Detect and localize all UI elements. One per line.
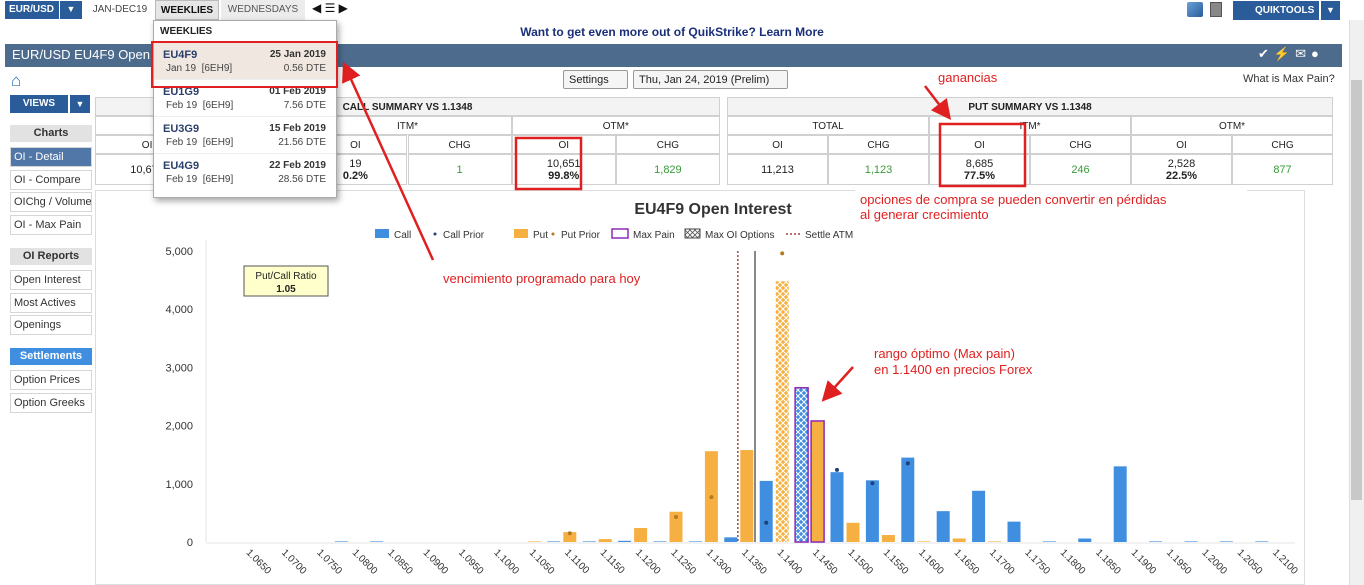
days-to-expiry: 28.56 DTE	[278, 174, 326, 185]
days-to-expiry: 0.56 DTE	[283, 63, 326, 74]
days-to-expiry: 7.56 DTE	[283, 100, 326, 111]
tools-button[interactable]: QUIKTOOLS	[1233, 1, 1319, 20]
summary-group: OTM*	[511, 116, 720, 135]
tab[interactable]: WEEKLIES	[155, 0, 219, 20]
cell-value: 2,528	[1167, 158, 1196, 170]
summary-title: PUT SUMMARY VS 1.1348	[727, 97, 1333, 116]
summary-group: ITM*	[929, 116, 1131, 135]
panel-title: EUR/USD EU4F9 Open	[12, 47, 150, 62]
highlight-box	[151, 41, 338, 88]
summary-cell: 1,829	[615, 154, 720, 185]
sidebar-section: OI Reports	[10, 248, 92, 265]
summary-column: OI	[1131, 135, 1232, 154]
summary-cell: 1,123	[828, 154, 929, 185]
summary-group: TOTAL	[727, 116, 929, 135]
panel-icons[interactable]: ✔⚡✉●	[1258, 46, 1324, 61]
tab[interactable]: WEDNESDAYS	[221, 0, 305, 20]
panel-bar	[5, 44, 1342, 67]
cell-percent: 77.5%	[963, 170, 996, 182]
underlying: Jan 19 [6EH9]	[166, 63, 233, 74]
symbol-arrow[interactable]: ▼	[60, 1, 82, 19]
sidebar-item[interactable]: Openings	[10, 315, 92, 335]
summary-column: OI	[511, 135, 616, 154]
symbol-button[interactable]: EUR/USD	[5, 1, 59, 19]
summary-column: OI	[727, 135, 828, 154]
tab[interactable]: JAN-DEC19	[92, 4, 148, 15]
cell-value: 11,213	[761, 164, 794, 176]
cell-percent: 22.5%	[1165, 170, 1198, 182]
days-to-expiry: 21.56 DTE	[278, 137, 326, 148]
expiry-date: 15 Feb 2019	[269, 123, 326, 134]
contract-code: EU3G9	[163, 123, 200, 135]
summary-cell: 877	[1232, 154, 1333, 185]
sidebar-item[interactable]: Open Interest	[10, 270, 92, 290]
promo-banner[interactable]: Want to get even more out of QuikStrike?…	[520, 25, 824, 39]
underlying: Feb 19 [6EH9]	[166, 100, 234, 111]
cell-value: 877	[1273, 164, 1292, 176]
expiry-dropdown: WEEKLIES EU4F9 25 Jan 2019 Jan 19 [6EH9] 0.5…	[153, 20, 337, 198]
contract-code: EU4F9	[163, 49, 198, 61]
nav-icons[interactable]: ◀ ☰ ▶	[312, 1, 348, 15]
chart-panel	[95, 190, 1305, 585]
sidebar-item[interactable]: Option Greeks	[10, 392, 92, 413]
expiry-date: 25 Jan 2019	[269, 49, 326, 60]
cell-value: 10,651	[546, 158, 581, 170]
underlying: Feb 19 [6EH9]	[166, 174, 234, 185]
summary-cell: 1	[407, 154, 512, 185]
sidebar-item[interactable]: Most Actives	[10, 292, 92, 313]
tools-arrow[interactable]: ▼	[1320, 1, 1340, 20]
underlying: Feb 19 [6EH9]	[166, 137, 234, 148]
dropdown-header: WEEKLIES	[160, 26, 213, 37]
summary-cell: 10,651 99.8%	[511, 154, 616, 185]
summary-column: CHG	[1030, 135, 1131, 154]
annotation: ganancias	[938, 70, 998, 85]
views-button[interactable]: VIEWS	[10, 95, 68, 113]
cell-value: 246	[1071, 164, 1090, 176]
summary-column: CHG	[1232, 135, 1333, 154]
max-pain-help[interactable]: What is Max Pain?	[1243, 73, 1335, 85]
dropdown-item[interactable]: EU4F9 25 Jan 2019 Jan 19 [6EH9] 0.56 DTE	[154, 42, 336, 79]
cell-value: 8,685	[965, 158, 994, 170]
sidebar-item[interactable]: OIChg / Volume	[10, 192, 92, 212]
sidebar-item[interactable]: OI - Compare	[10, 169, 92, 190]
expiry-date: 01 Feb 2019	[269, 86, 326, 97]
contract-code: EU1G9	[163, 86, 200, 98]
summary-cell: 246	[1030, 154, 1131, 185]
cell-value: 1,123	[864, 164, 893, 176]
expiry-date: 22 Feb 2019	[269, 160, 326, 171]
scroll-thumb[interactable]	[1351, 80, 1362, 500]
contract-code: EU4G9	[163, 160, 200, 172]
summary-column: CHG	[828, 135, 929, 154]
summary-group: OTM*	[1131, 116, 1333, 135]
summary-column: OI	[929, 135, 1030, 154]
dropdown-item[interactable]: EU4G9 22 Feb 2019 Feb 19 [6EH9] 28.56 DTE	[154, 153, 336, 190]
cell-percent: 99.8%	[548, 170, 580, 182]
sidebar-item[interactable]: Option Prices	[10, 370, 92, 390]
sidebar-section: Charts	[10, 125, 92, 142]
date-select[interactable]: Thu, Jan 24, 2019 (Prelim)	[633, 70, 788, 89]
sidebar-item[interactable]: OI - Max Pain	[10, 214, 92, 235]
views-arrow[interactable]: ▼	[70, 95, 90, 113]
summary-column: CHG	[615, 135, 720, 154]
dropdown-item[interactable]: EU3G9 15 Feb 2019 Feb 19 [6EH9] 21.56 DTE	[154, 116, 336, 153]
home-icon[interactable]: ⌂	[11, 71, 22, 90]
dropdown-item[interactable]: EU1G9 01 Feb 2019 Feb 19 [6EH9] 7.56 DTE	[154, 79, 336, 116]
summary-cell: 8,685 77.5%	[929, 154, 1030, 185]
calc-icon[interactable]	[1210, 2, 1222, 17]
chart-icon[interactable]	[1187, 2, 1203, 17]
summary-column: CHG	[407, 135, 512, 154]
summary-cell: 2,528 22.5%	[1131, 154, 1232, 185]
summary-cell: 11,213	[727, 154, 828, 185]
cell-value: 1	[456, 164, 463, 176]
cell-value: 1,829	[654, 164, 682, 176]
settings-select[interactable]: Settings	[563, 70, 628, 89]
sidebar-item[interactable]: OI - Detail	[10, 147, 92, 167]
sidebar-section[interactable]: Settlements	[10, 348, 92, 365]
